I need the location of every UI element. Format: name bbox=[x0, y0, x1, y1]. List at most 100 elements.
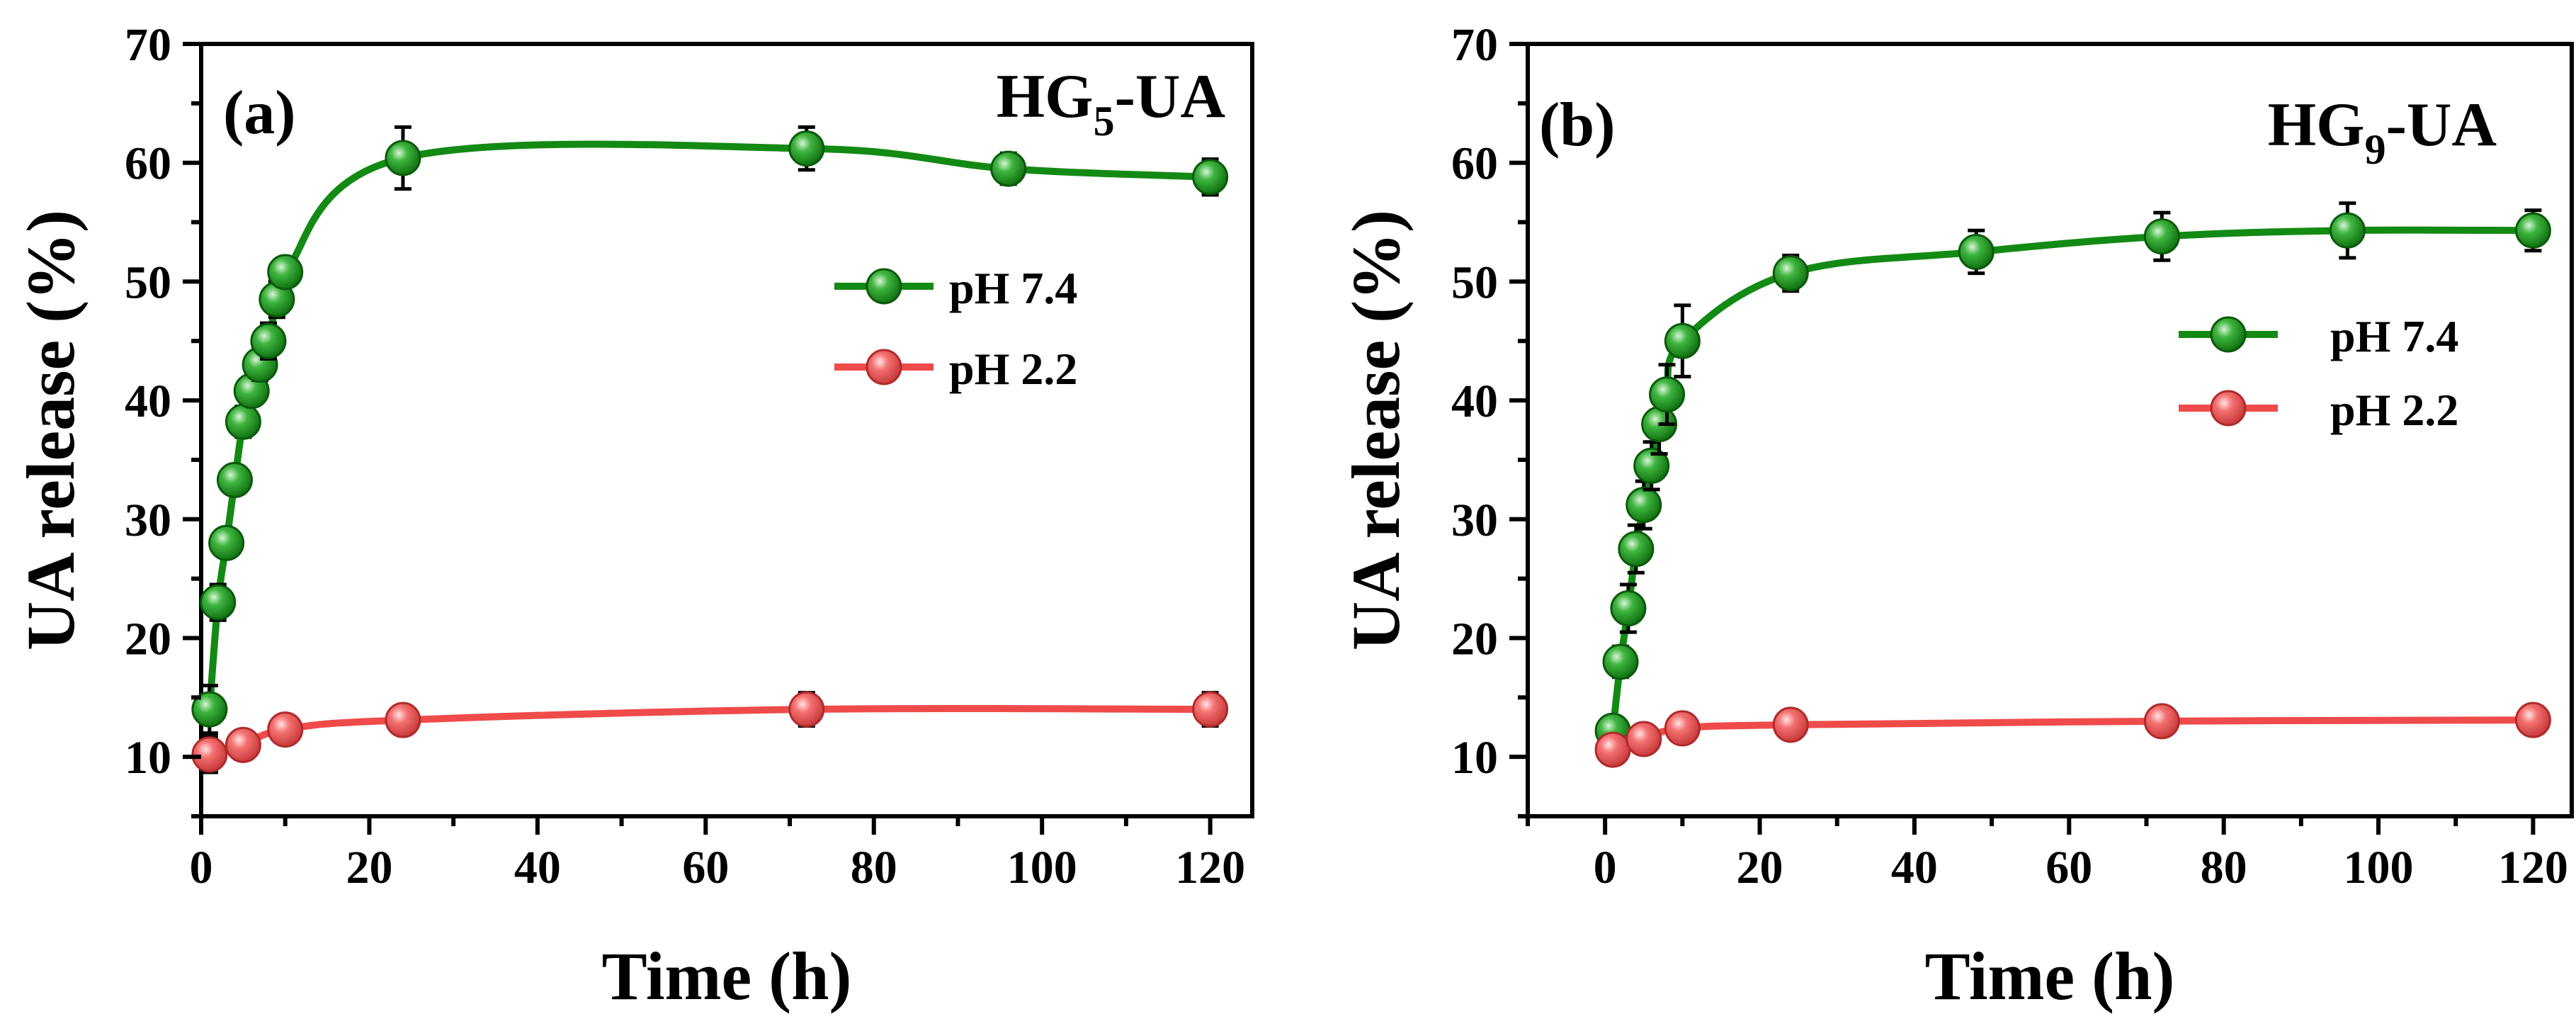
panel-label: (b) bbox=[1539, 91, 1616, 159]
data-point bbox=[1772, 255, 1809, 292]
data-point bbox=[1618, 531, 1655, 568]
data-point bbox=[267, 711, 304, 748]
x-tick-label: 100 bbox=[1007, 842, 1077, 893]
y-tick-label: 50 bbox=[125, 256, 171, 308]
x-tick-label: 100 bbox=[2344, 842, 2414, 893]
series-ph-7-4 bbox=[191, 125, 1229, 735]
series-line bbox=[1611, 716, 2534, 753]
sample-title-suffix: -UA bbox=[2386, 91, 2497, 159]
series-line bbox=[1609, 226, 2534, 731]
legend: pH 7.4 pH 2.2 bbox=[2179, 311, 2458, 435]
sample-title-suffix: -UA bbox=[1115, 62, 1225, 131]
sample-title: HG5-UA bbox=[997, 62, 1225, 145]
legend-item-ph-7-4: pH 7.4 bbox=[2179, 311, 2458, 361]
y-tick-label: 20 bbox=[1451, 613, 1498, 665]
x-tick-label: 60 bbox=[2046, 842, 2092, 893]
y-axis-title: UA release (%) bbox=[13, 210, 89, 650]
data-point bbox=[1625, 721, 1662, 757]
x-axis-title: Time (h) bbox=[1925, 938, 2175, 1014]
panel-label: (a) bbox=[223, 79, 296, 147]
data-point bbox=[385, 140, 421, 176]
x-tick-label: 120 bbox=[1175, 842, 1245, 893]
series-ph-7-4 bbox=[1594, 201, 2551, 749]
data-point bbox=[225, 726, 261, 763]
data-point bbox=[788, 130, 825, 167]
data-point bbox=[191, 736, 228, 773]
x-tick-label: 0 bbox=[1594, 842, 1617, 893]
series-line bbox=[205, 140, 1210, 710]
series-layer bbox=[191, 125, 1229, 774]
data-point bbox=[2143, 218, 2180, 255]
x-tick-label: 40 bbox=[514, 842, 561, 893]
data-point bbox=[2514, 701, 2551, 738]
sample-title-subscript: 5 bbox=[1094, 98, 1115, 145]
x-axis-title: Time (h) bbox=[602, 938, 852, 1014]
ticks-layer: 0 20 40 60 80 100 120 10 20 30 40 50 60 70 bbox=[125, 19, 1245, 893]
data-point bbox=[1602, 643, 1639, 680]
x-tick-label: 20 bbox=[1737, 842, 1783, 893]
y-axis-title: UA release (%) bbox=[1338, 210, 1414, 650]
legend-label: pH 2.2 bbox=[2330, 385, 2458, 435]
y-tick-label: 10 bbox=[1451, 732, 1498, 784]
legend-marker bbox=[866, 349, 902, 385]
plot-frame bbox=[1526, 42, 2574, 818]
data-point bbox=[225, 403, 261, 440]
legend-label: pH 2.2 bbox=[949, 344, 1077, 394]
data-point bbox=[2143, 703, 2180, 740]
data-point bbox=[200, 584, 237, 621]
data-point bbox=[191, 691, 228, 728]
data-point bbox=[208, 524, 245, 561]
legend-item-ph-7-4: pH 7.4 bbox=[834, 263, 1077, 313]
y-tick-label: 30 bbox=[1451, 495, 1498, 546]
legend-label: pH 7.4 bbox=[2330, 311, 2458, 361]
data-point bbox=[788, 691, 825, 728]
panel-b: 0 20 40 60 80 100 120 10 20 30 40 50 60 70 (b) HG9-UA… bbox=[1338, 19, 2574, 1014]
data-point bbox=[1594, 731, 1631, 768]
data-point bbox=[1958, 233, 1995, 270]
data-point bbox=[1610, 590, 1647, 627]
data-point bbox=[2329, 212, 2366, 249]
y-tick-label: 20 bbox=[125, 613, 171, 665]
data-point bbox=[385, 701, 421, 738]
data-point bbox=[1625, 487, 1662, 524]
series-line bbox=[208, 704, 1210, 758]
data-point bbox=[990, 150, 1027, 187]
legend-marker bbox=[866, 268, 902, 305]
data-point bbox=[1649, 376, 1686, 413]
sample-title-subscript: 9 bbox=[2365, 126, 2386, 173]
sample-title-main: HG bbox=[2268, 91, 2365, 159]
series-layer bbox=[1594, 201, 2551, 768]
plot-frame bbox=[199, 42, 1254, 818]
x-tick-label: 80 bbox=[851, 842, 897, 893]
x-tick-label: 60 bbox=[682, 842, 729, 893]
y-tick-label: 60 bbox=[1451, 138, 1498, 190]
data-point bbox=[2514, 212, 2551, 249]
y-tick-label: 70 bbox=[1451, 19, 1498, 71]
data-point bbox=[1633, 447, 1670, 484]
data-point bbox=[1192, 159, 1229, 196]
legend: pH 7.4 pH 2.2 bbox=[834, 263, 1077, 394]
panel-a: 0 20 40 60 80 100 120 10 20 30 40 50 60 70 (a) HG5-UA… bbox=[13, 19, 1254, 1014]
legend-marker bbox=[2210, 316, 2247, 353]
y-tick-label: 40 bbox=[1451, 376, 1498, 427]
legend-item-ph-2-2: pH 2.2 bbox=[834, 344, 1077, 394]
x-tick-label: 40 bbox=[1891, 842, 1938, 893]
legend-marker bbox=[2210, 390, 2247, 427]
legend-item-ph-2-2: pH 2.2 bbox=[2179, 385, 2458, 435]
data-point bbox=[250, 322, 287, 359]
legend-label: pH 7.4 bbox=[949, 263, 1077, 313]
data-point bbox=[267, 254, 304, 291]
y-tick-label: 60 bbox=[125, 138, 171, 190]
y-tick-label: 10 bbox=[125, 732, 171, 784]
data-point bbox=[216, 461, 253, 498]
ticks-layer: 0 20 40 60 80 100 120 10 20 30 40 50 60 70 bbox=[1451, 19, 2568, 893]
series-ph-2-2 bbox=[1594, 701, 2551, 768]
y-tick-label: 30 bbox=[125, 495, 171, 546]
data-point bbox=[1192, 691, 1229, 728]
sample-title-main: HG bbox=[997, 62, 1094, 131]
series-ph-2-2 bbox=[191, 691, 1229, 774]
y-tick-label: 70 bbox=[125, 19, 171, 71]
data-point bbox=[1664, 322, 1701, 359]
x-tick-label: 20 bbox=[346, 842, 392, 893]
